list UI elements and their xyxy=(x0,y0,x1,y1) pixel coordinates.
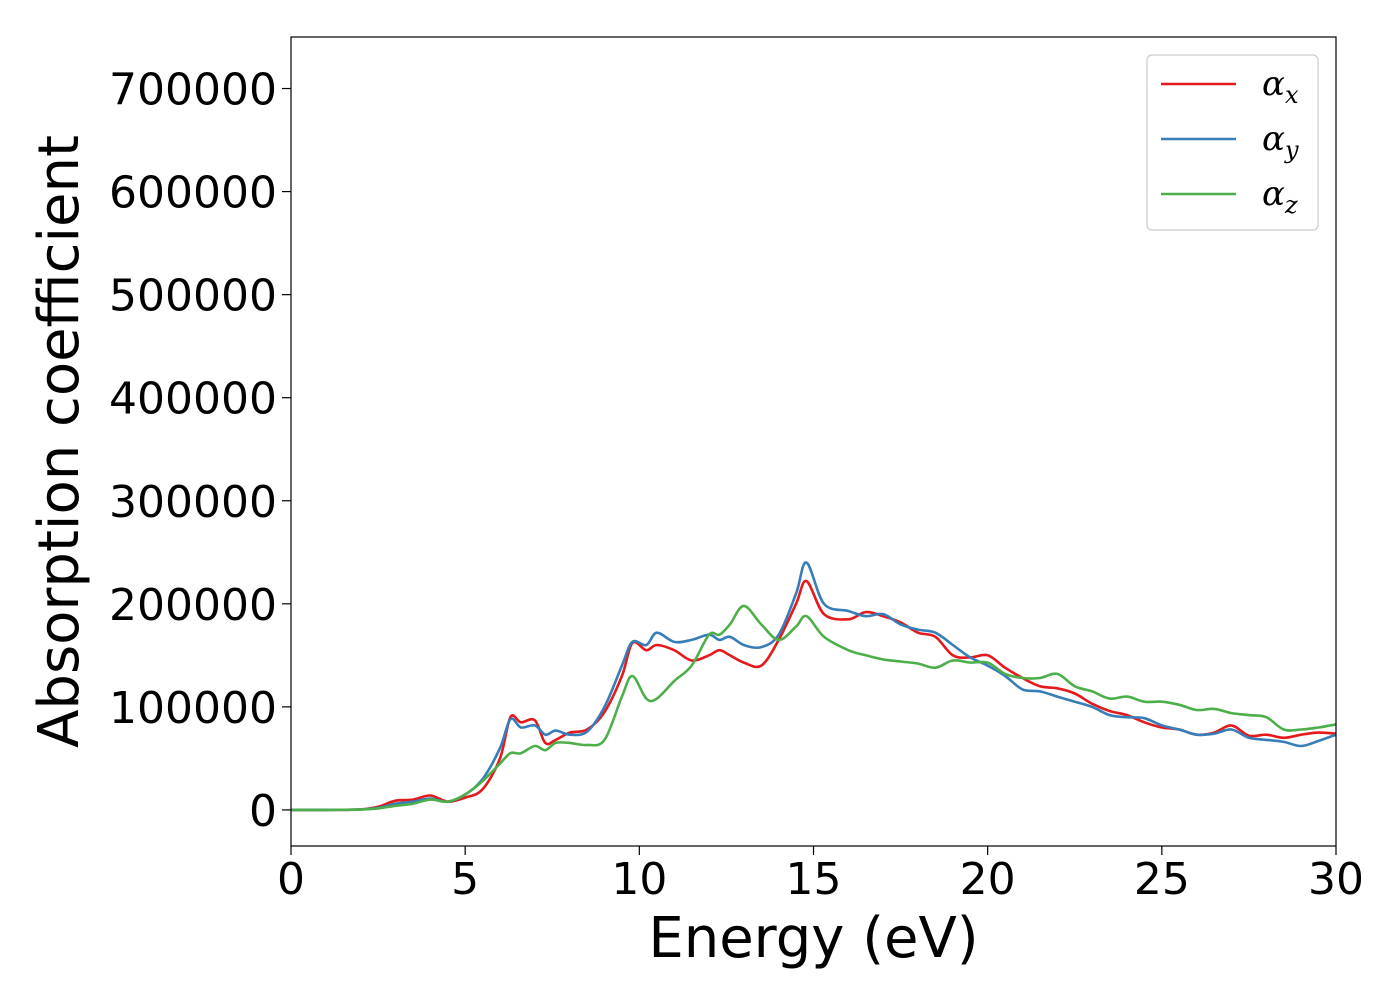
axis-ticks: 0 5 10 15 20 25 30 0 100000 200000 300000 400000 500… xyxy=(109,65,1364,905)
legend-subscript: x xyxy=(1285,81,1299,109)
x-tick-label: 0 xyxy=(277,854,305,905)
x-tick-label: 30 xyxy=(1308,854,1364,905)
y-tick-label: 600000 xyxy=(109,168,277,219)
y-tick-label: 500000 xyxy=(109,271,277,322)
x-axis-title: Energy (eV) xyxy=(648,906,978,971)
y-tick-label: 700000 xyxy=(109,65,277,116)
y-tick-label: 100000 xyxy=(109,683,277,734)
y-tick-label: 300000 xyxy=(109,477,277,528)
series-line-y xyxy=(291,561,1336,812)
x-tick-label: 20 xyxy=(960,854,1016,905)
legend-label-y: αy xyxy=(1262,119,1299,164)
x-tick-label: 15 xyxy=(786,854,842,905)
x-tick-label: 5 xyxy=(451,854,479,905)
x-tick-label: 10 xyxy=(611,854,667,905)
legend-subscript: z xyxy=(1284,191,1298,219)
legend-symbol: α xyxy=(1262,119,1285,159)
y-tick-label: 200000 xyxy=(109,580,277,631)
legend-label-x: αx xyxy=(1262,64,1299,109)
y-tick-label: 400000 xyxy=(109,374,277,425)
x-tick-label: 25 xyxy=(1134,854,1190,905)
y-tick-label: 0 xyxy=(249,786,277,837)
legend-box xyxy=(1146,54,1319,231)
y-axis-title: Absorption coefficient xyxy=(27,135,92,748)
legend-symbol: α xyxy=(1262,174,1285,214)
legend-symbol: α xyxy=(1262,64,1285,104)
legend-label-z: αz xyxy=(1262,174,1298,219)
legend-subscript: y xyxy=(1284,136,1299,164)
series-line-z xyxy=(291,604,1336,812)
series-lines xyxy=(291,561,1336,812)
series-line-x xyxy=(291,579,1336,812)
